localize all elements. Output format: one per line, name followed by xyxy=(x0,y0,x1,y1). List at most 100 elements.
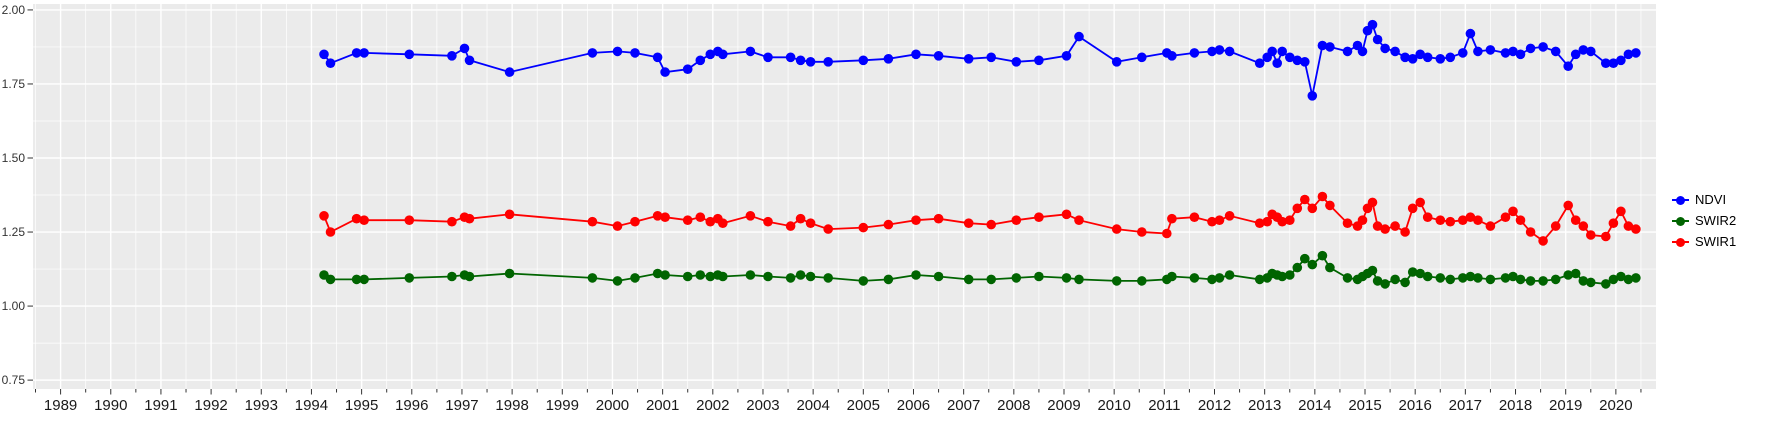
data-point xyxy=(1500,48,1511,58)
data-point xyxy=(319,211,329,221)
data-point xyxy=(1277,46,1287,57)
data-point xyxy=(695,212,706,222)
data-point xyxy=(612,276,623,286)
data-point xyxy=(933,213,944,224)
legend-item-ndvi: NDVI xyxy=(1672,193,1736,207)
data-point xyxy=(705,271,716,282)
x-tick-label: 2020 xyxy=(1599,397,1632,414)
data-point xyxy=(1137,276,1147,286)
legend-key-dot-icon xyxy=(1672,235,1689,249)
data-point xyxy=(1285,215,1295,225)
x-tick-label: 2019 xyxy=(1549,397,1582,414)
data-point xyxy=(1034,271,1044,282)
data-point xyxy=(785,52,796,63)
data-point xyxy=(1325,42,1335,52)
legend-key-dot-icon xyxy=(1672,193,1689,207)
data-point xyxy=(1300,194,1310,205)
y-tick-label: 1.00 xyxy=(2,299,26,313)
data-point xyxy=(1214,215,1225,225)
data-point xyxy=(1508,46,1518,57)
data-point xyxy=(1631,48,1641,58)
x-tick-label: 2006 xyxy=(897,397,930,414)
data-point xyxy=(1357,215,1368,225)
data-point xyxy=(1415,197,1425,208)
y-tick-label: 1.25 xyxy=(2,225,26,239)
data-point xyxy=(795,213,806,224)
data-point xyxy=(911,270,921,280)
data-point xyxy=(1061,273,1072,283)
data-point xyxy=(1601,231,1611,242)
data-point xyxy=(718,271,728,282)
data-point xyxy=(1372,221,1383,231)
data-point xyxy=(1400,277,1410,288)
data-point xyxy=(1342,218,1353,228)
data-point xyxy=(1435,215,1446,225)
data-point xyxy=(1189,273,1200,283)
legend-key-dot-icon xyxy=(1672,214,1689,228)
data-point xyxy=(933,51,944,61)
data-point xyxy=(1578,276,1589,286)
data-point xyxy=(963,54,974,64)
data-point xyxy=(1485,274,1496,285)
data-point xyxy=(1292,262,1303,273)
data-point xyxy=(319,49,329,60)
data-point xyxy=(1325,262,1335,273)
data-point xyxy=(1465,271,1476,282)
data-point xyxy=(404,273,415,283)
x-tick-label: 2005 xyxy=(847,397,880,414)
data-point xyxy=(1623,221,1634,231)
data-point xyxy=(1061,209,1072,220)
data-point xyxy=(1214,273,1225,283)
data-point xyxy=(1372,34,1383,45)
data-point xyxy=(763,216,773,227)
data-point xyxy=(464,213,475,224)
legend-dot-swatch xyxy=(1676,195,1685,205)
data-point xyxy=(1422,52,1433,63)
data-point xyxy=(1515,215,1526,225)
data-point xyxy=(1608,274,1619,285)
data-point xyxy=(1578,45,1589,55)
legend: NDVI SWIR2 SWIR1 xyxy=(1672,193,1736,249)
data-point xyxy=(1254,274,1265,285)
data-point xyxy=(1570,49,1581,60)
data-point xyxy=(1570,268,1581,279)
data-point xyxy=(652,211,663,221)
data-point xyxy=(1538,42,1548,52)
data-point xyxy=(1111,276,1122,286)
data-point xyxy=(660,270,670,280)
data-point xyxy=(1473,215,1483,225)
data-point xyxy=(1300,57,1310,67)
x-tick-label: 1996 xyxy=(395,397,428,414)
data-point xyxy=(1538,236,1548,246)
x-tick-label: 2009 xyxy=(1047,397,1080,414)
data-point xyxy=(883,274,894,285)
data-point xyxy=(1372,276,1383,286)
x-axis-labels: 1989 1990 1991 1992 1993 1994 1995 1996 1997 1998… xyxy=(44,397,1633,414)
data-point xyxy=(404,215,415,225)
data-point xyxy=(911,215,921,225)
data-point xyxy=(1380,224,1390,234)
data-point xyxy=(1631,273,1641,283)
x-tick-label: 1995 xyxy=(345,397,378,414)
data-point xyxy=(763,52,773,63)
data-point xyxy=(504,209,515,220)
x-tick-label: 2001 xyxy=(646,397,679,414)
data-point xyxy=(1435,54,1446,64)
axis-ticks xyxy=(27,9,1642,395)
data-point xyxy=(1525,227,1536,237)
data-point xyxy=(1325,200,1335,211)
data-point xyxy=(1267,46,1277,57)
data-point xyxy=(1445,274,1456,285)
x-tick-label: 2016 xyxy=(1398,397,1431,414)
data-point xyxy=(1458,48,1468,58)
data-point xyxy=(1473,273,1483,283)
data-point xyxy=(858,222,869,233)
data-point xyxy=(652,268,663,279)
data-point xyxy=(682,215,693,225)
x-tick-label: 2004 xyxy=(796,397,829,414)
x-tick-label: 2002 xyxy=(696,397,729,414)
legend-label: SWIR2 xyxy=(1695,213,1737,228)
x-tick-label: 2014 xyxy=(1298,397,1331,414)
data-point xyxy=(1422,271,1433,282)
